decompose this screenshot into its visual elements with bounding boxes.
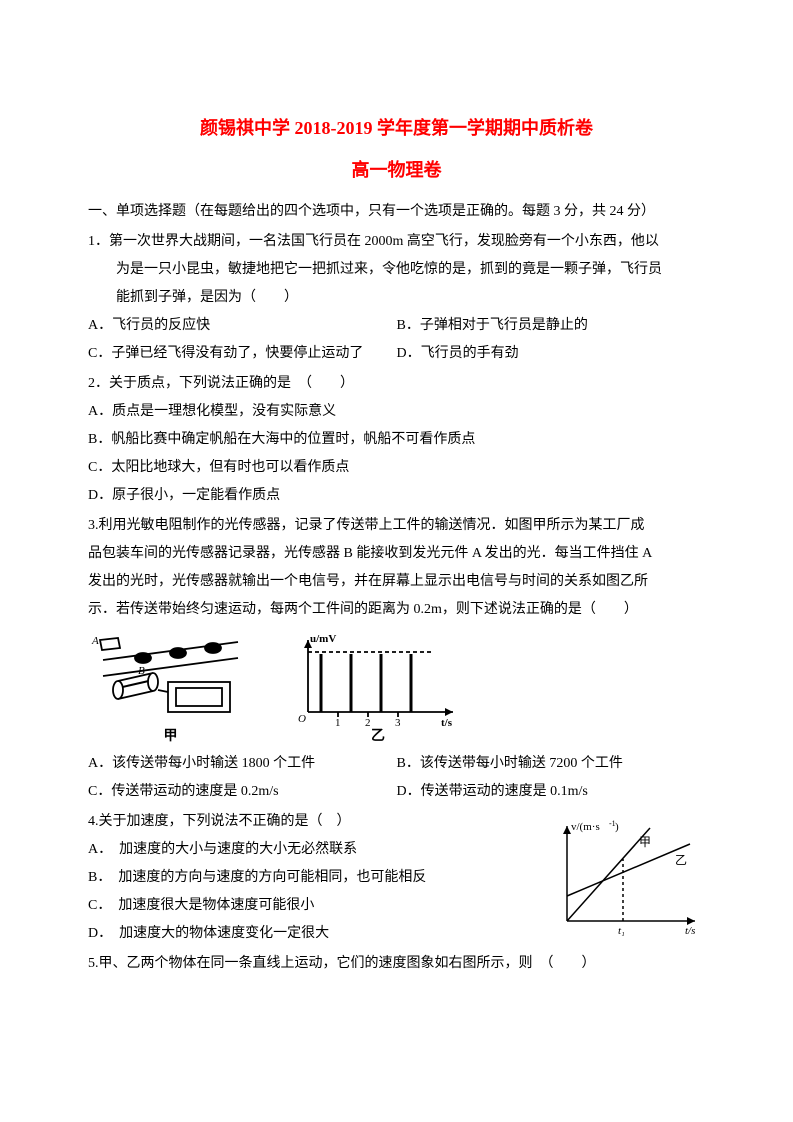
q3-option-b: B．该传送带每小时输送 7200 个工件 [397, 750, 706, 778]
figure-conveyor-label: 甲 [88, 730, 253, 744]
q3-option-d: D．传送带运动的速度是 0.1m/s [397, 778, 706, 806]
q1-stem-line3: 能抓到子弹，是因为（ ） [88, 284, 705, 312]
figure-pulse-chart: u/mV t/s O 1 2 3 乙 [293, 630, 463, 744]
q1-option-b: B．子弹相对于飞行员是静止的 [397, 312, 706, 340]
chart-xlabel: t/s [441, 717, 453, 729]
svg-text:1: 1 [335, 717, 341, 729]
question-2: 2．关于质点，下列说法正确的是 （ ） A．质点是一理想化模型，没有实际意义 B… [88, 370, 705, 510]
question-3: 3.利用光敏电阻制作的光传感器，记录了传送带上工件的输送情况．如图甲所示为某工厂… [88, 512, 705, 806]
figure-vt-graph: v/(m·s -1 ) t/s t₁ 甲 乙 [545, 816, 705, 941]
q1-option-c: C．子弹已经飞得没有劲了，快要停止运动了 [88, 340, 397, 368]
q1-option-d: D．飞行员的手有劲 [397, 340, 706, 368]
q1-stem-line1: 1．第一次世界大战期间，一名法国飞行员在 2000m 高空飞行，发现脸旁有一个小… [88, 228, 705, 256]
question-1: 1．第一次世界大战期间，一名法国飞行员在 2000m 高空飞行，发现脸旁有一个小… [88, 228, 705, 368]
svg-text:甲: 甲 [639, 835, 651, 849]
section-1-heading: 一、单项选择题（在每题给出的四个选项中，只有一个选项是正确的。每题 3 分，共 … [88, 198, 705, 226]
question-5: 5.甲、乙两个物体在同一条直线上运动，它们的速度图象如右图所示，则 （ ） [88, 950, 705, 978]
q1-stem-line2: 为是一只小昆虫，敏捷地把它一把抓过来，令他吃惊的是，抓到的竟是一颗子弹，飞行员 [88, 256, 705, 284]
q5-stem: 5.甲、乙两个物体在同一条直线上运动，它们的速度图象如右图所示，则 （ ） [88, 950, 705, 978]
svg-text:v/(m·s: v/(m·s [571, 821, 600, 833]
svg-text:乙: 乙 [675, 853, 687, 867]
q2-option-b: B．帆船比赛中确定帆船在大海中的位置时，帆船不可看作质点 [88, 426, 705, 454]
q3-option-a: A．该传送带每小时输送 1800 个工件 [88, 750, 397, 778]
svg-text:): ) [615, 821, 619, 833]
svg-text:A: A [91, 635, 99, 647]
q3-option-c: C．传送带运动的速度是 0.2m/s [88, 778, 397, 806]
title-main: 颜锡祺中学 2018-2019 学年度第一学期期中质析卷 [88, 110, 705, 146]
svg-text:O: O [298, 713, 306, 725]
q3-line1: 3.利用光敏电阻制作的光传感器，记录了传送带上工件的输送情况．如图甲所示为某工厂… [88, 512, 705, 540]
figure-conveyor: A B 甲 [88, 630, 253, 744]
q2-option-c: C．太阳比地球大，但有时也可以看作质点 [88, 454, 705, 482]
q1-option-a: A．飞行员的反应快 [88, 312, 397, 340]
svg-text:B: B [138, 665, 145, 677]
q3-line4: 示．若传送带始终匀速运动，每两个工件间的距离为 0.2m，则下述说法正确的是（ … [88, 596, 705, 624]
q3-line3: 发出的光时，光传感器就输出一个电信号，并在屏幕上显示出电信号与时间的关系如图乙所 [88, 568, 705, 596]
svg-text:t/s: t/s [685, 925, 695, 937]
question-4: 4.关于加速度，下列说法不正确的是（ ） A． 加速度的大小与速度的大小无必然联… [88, 808, 705, 948]
q2-option-d: D．原子很小，一定能看作质点 [88, 482, 705, 510]
title-sub: 高一物理卷 [88, 152, 705, 188]
chart-ylabel: u/mV [310, 633, 336, 645]
svg-text:t₁: t₁ [618, 925, 625, 937]
figure-pulse-label: 乙 [293, 730, 463, 744]
svg-text:3: 3 [395, 717, 401, 729]
q2-stem: 2．关于质点，下列说法正确的是 （ ） [88, 370, 705, 398]
svg-text:2: 2 [365, 717, 371, 729]
q2-option-a: A．质点是一理想化模型，没有实际意义 [88, 398, 705, 426]
q3-line2: 品包装车间的光传感器记录器，光传感器 B 能接收到发光元件 A 发出的光．每当工… [88, 540, 705, 568]
